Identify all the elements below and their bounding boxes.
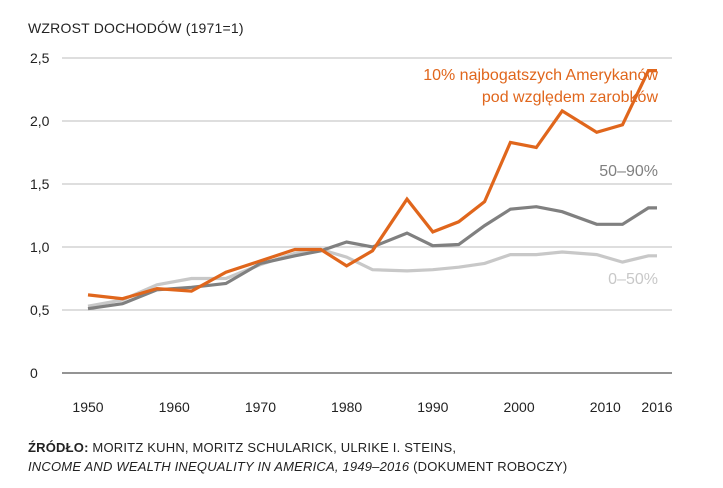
x-tick-label: 1990 (417, 399, 448, 415)
y-tick-label: 0 (30, 365, 38, 381)
source-line-2: INCOME AND WEALTH INEQUALITY IN AMERICA,… (28, 457, 708, 476)
label-top10-line2: pod względem zarobków (482, 89, 659, 106)
y-axis-ticks: 0 0,5 1,0 1,5 2,0 2,5 (30, 50, 50, 381)
source-suffix: (DOKUMENT ROBOCZY) (409, 459, 568, 474)
x-axis-ticks: 1950 1960 1970 1980 1990 2000 2010 2016 (72, 399, 672, 415)
source-line-1: ŹRÓDŁO: MORITZ KUHN, MORITZ SCHULARICK, … (28, 438, 708, 457)
series-line-2 (87, 205, 657, 311)
label-0-50: 0–50% (608, 271, 658, 288)
x-tick-label: 2000 (503, 399, 534, 415)
source-lead: ŹRÓDŁO: (28, 440, 89, 455)
x-tick-label: 2016 (641, 399, 672, 415)
x-tick-label: 1950 (72, 399, 103, 415)
y-tick-label: 0,5 (30, 302, 50, 318)
y-tick-label: 1,5 (30, 176, 50, 192)
label-50-90: 50–90% (599, 163, 658, 180)
y-tick-label: 2,5 (30, 50, 50, 66)
y-tick-label: 1,0 (30, 239, 50, 255)
series-line-3 (87, 68, 657, 301)
label-top10-line1: 10% najbogatszych Amerykanów (423, 67, 658, 84)
y-axis-title: WZROST DOCHODÓW (1971=1) (28, 20, 244, 36)
source-authors: MORITZ KUHN, MORITZ SCHULARICK, ULRIKE I… (88, 440, 457, 455)
source-note: ŹRÓDŁO: MORITZ KUHN, MORITZ SCHULARICK, … (28, 438, 708, 476)
x-tick-label: 2010 (590, 399, 621, 415)
x-tick-label: 1980 (331, 399, 362, 415)
x-tick-label: 1970 (245, 399, 276, 415)
income-growth-chart: WZROST DOCHODÓW (1971=1) 0 0,5 1,0 1,5 2,0 2,… (28, 20, 673, 415)
y-tick-label: 2,0 (30, 113, 50, 129)
series-lines (87, 68, 657, 311)
series-line-1 (87, 247, 657, 308)
source-title: INCOME AND WEALTH INEQUALITY IN AMERICA,… (28, 459, 410, 474)
x-tick-label: 1960 (159, 399, 190, 415)
